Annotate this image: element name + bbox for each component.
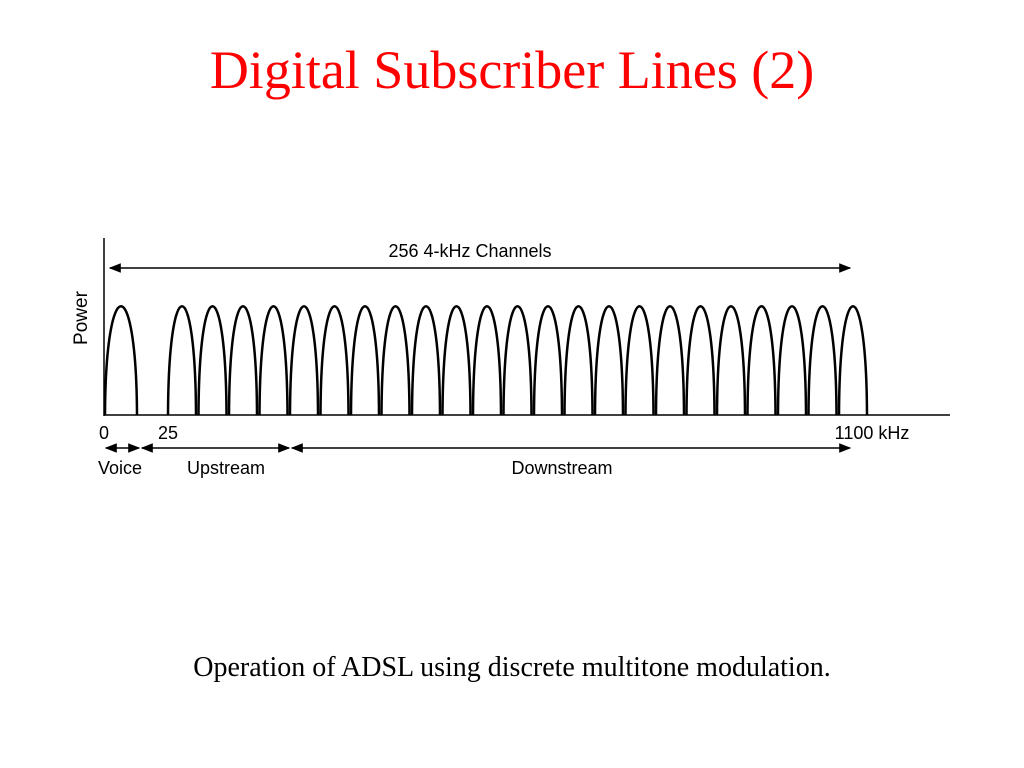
data-channel-hump <box>502 305 533 416</box>
voice-band-label: Voice <box>98 458 142 478</box>
data-channel-hump <box>471 305 503 416</box>
data-channel-hump <box>807 305 838 416</box>
tick-label-1100-khz: 1100 kHz <box>835 423 910 443</box>
data-channel-hump <box>715 305 747 416</box>
downstream-band-label: Downstream <box>511 458 612 478</box>
tick-label-0: 0 <box>99 423 109 443</box>
data-channel-hump <box>380 305 411 416</box>
y-axis-label: Power <box>71 290 92 345</box>
data-channel-hump <box>288 305 320 416</box>
data-channel-hump <box>441 305 472 416</box>
data-channel-hump <box>563 305 594 416</box>
voice-channel-hump <box>103 305 139 416</box>
data-channel-hump <box>227 305 259 416</box>
data-channel-hump <box>197 305 228 416</box>
data-channel-hump <box>593 305 625 416</box>
data-channel-hump <box>410 305 442 416</box>
data-channel-hump <box>685 305 716 416</box>
data-channel-hump <box>776 305 808 416</box>
data-channel-hump <box>258 305 289 416</box>
data-channel-hump <box>349 305 381 416</box>
data-channel-hump <box>746 305 777 416</box>
data-channel-hump <box>654 305 686 416</box>
data-channel-hump <box>532 305 564 416</box>
tick-label-25: 25 <box>158 423 178 443</box>
data-channel-hump <box>624 305 655 416</box>
slide-title: Digital Subscriber Lines (2) <box>209 40 815 100</box>
data-channel-hump <box>166 305 198 416</box>
channels-label: 256 4-kHz Channels <box>388 241 551 261</box>
channel-humps <box>103 305 869 416</box>
data-channel-hump <box>319 305 350 416</box>
data-channel-hump <box>837 305 869 416</box>
slide-caption: Operation of ADSL using discrete multito… <box>193 652 831 683</box>
upstream-band-label: Upstream <box>187 458 265 478</box>
